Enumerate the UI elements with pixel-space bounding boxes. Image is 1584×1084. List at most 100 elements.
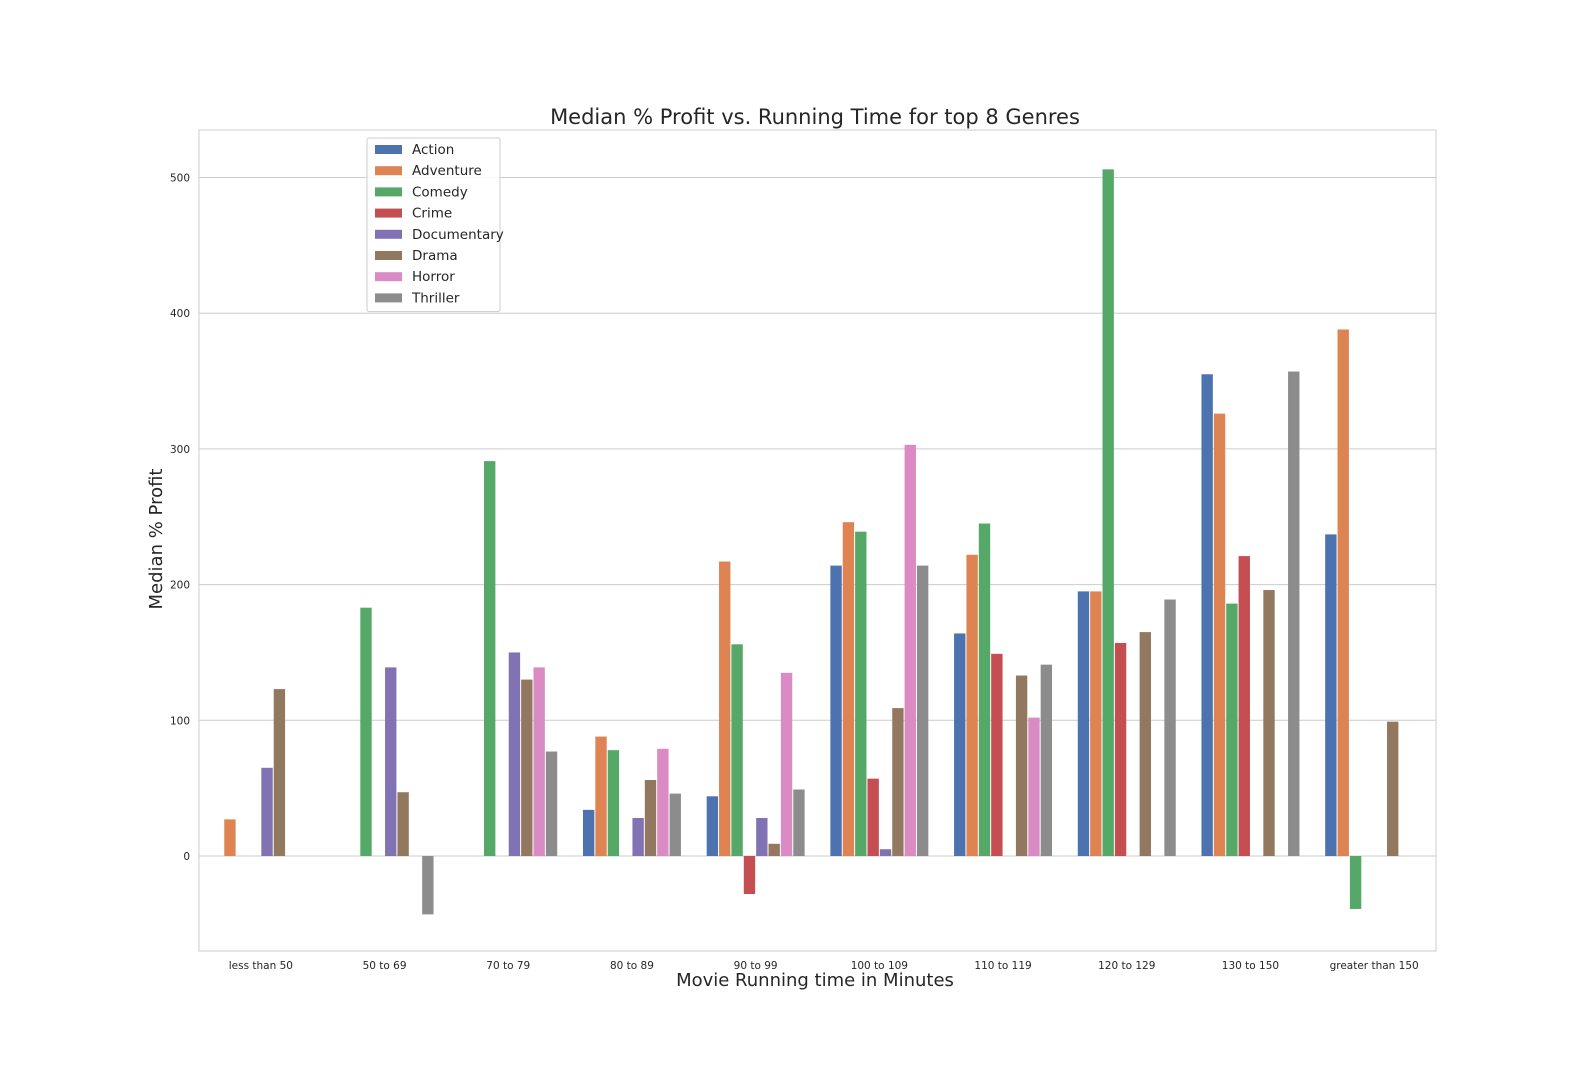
bar-drama-5 bbox=[892, 708, 904, 857]
bar-drama-7 bbox=[1139, 632, 1151, 857]
legend: Action Adventure Comedy Crime Documentary Dra… bbox=[366, 137, 504, 313]
bar-thriller-3 bbox=[669, 793, 681, 857]
bar-drama-9 bbox=[1387, 721, 1399, 857]
y-tick-label: 0 bbox=[183, 851, 190, 863]
bar-thriller-5 bbox=[916, 565, 929, 857]
bar-documentary-1 bbox=[385, 667, 397, 857]
legend-swatch-adventure bbox=[375, 166, 402, 176]
x-tick-label: 70 to 79 bbox=[486, 960, 530, 972]
bar-adventure-5 bbox=[842, 522, 855, 857]
bar-documentary-5 bbox=[879, 849, 892, 857]
bar-action-4 bbox=[706, 796, 719, 857]
legend-label-documentary: Documentary bbox=[412, 227, 504, 243]
legend-label-adventure: Adventure bbox=[412, 163, 482, 179]
bar-crime-7 bbox=[1114, 642, 1127, 857]
legend-label-crime: Crime bbox=[412, 206, 452, 222]
bar-horror-5 bbox=[904, 444, 916, 857]
legend-swatch-documentary bbox=[375, 229, 402, 239]
bar-thriller-4 bbox=[793, 789, 805, 857]
bars bbox=[224, 169, 1399, 915]
bar-thriller-7 bbox=[1164, 599, 1176, 857]
legend-swatch-crime bbox=[375, 208, 402, 218]
bar-adventure-6 bbox=[966, 554, 978, 857]
bar-adventure-0 bbox=[224, 819, 236, 857]
bar-horror-6 bbox=[1028, 717, 1040, 857]
bar-comedy-4 bbox=[731, 644, 743, 857]
bar-comedy-6 bbox=[978, 523, 991, 857]
bar-crime-4 bbox=[743, 856, 756, 895]
x-tick-labels: less than 50 50 to 69 70 to 79 80 to 89 90 t… bbox=[229, 960, 1419, 972]
bar-horror-3 bbox=[657, 748, 669, 857]
bar-comedy-3 bbox=[607, 750, 620, 857]
bar-adventure-3 bbox=[595, 736, 607, 857]
bar-comedy-9 bbox=[1349, 856, 1362, 909]
x-tick-label: 110 to 119 bbox=[974, 960, 1031, 972]
bar-horror-4 bbox=[780, 672, 793, 857]
bar-action-8 bbox=[1201, 374, 1213, 857]
chart-title: Median % Profit vs. Running Time for top… bbox=[550, 105, 1080, 129]
x-tick-label: 50 to 69 bbox=[363, 960, 407, 972]
y-tick-label: 300 bbox=[170, 444, 190, 456]
x-axis-label: Movie Running time in Minutes bbox=[676, 970, 954, 991]
bar-comedy-7 bbox=[1102, 169, 1114, 857]
y-tick-label: 400 bbox=[170, 308, 190, 320]
legend-swatch-horror bbox=[375, 272, 402, 282]
legend-swatch-action bbox=[375, 145, 402, 154]
y-tick-label: 200 bbox=[170, 580, 190, 592]
legend-label-action: Action bbox=[412, 142, 454, 158]
bar-drama-2 bbox=[521, 679, 533, 857]
bar-drama-6 bbox=[1015, 675, 1028, 857]
x-tick-label: 130 to 150 bbox=[1222, 960, 1279, 972]
legend-swatch-comedy bbox=[375, 187, 402, 197]
bar-drama-1 bbox=[397, 792, 409, 857]
bar-documentary-0 bbox=[261, 767, 273, 857]
y-tick-label: 500 bbox=[170, 172, 190, 184]
bar-comedy-2 bbox=[484, 461, 496, 857]
bar-adventure-4 bbox=[719, 561, 731, 857]
bar-drama-8 bbox=[1263, 590, 1275, 857]
bar-action-5 bbox=[830, 565, 842, 857]
plot-frame bbox=[198, 129, 1437, 952]
x-tick-label: 100 to 109 bbox=[851, 960, 908, 972]
x-tick-label: greater than 150 bbox=[1330, 960, 1419, 972]
bar-thriller-8 bbox=[1288, 371, 1300, 857]
y-tick-labels: 0 100 200 300 400 500 bbox=[170, 172, 190, 863]
bar-drama-0 bbox=[273, 689, 286, 857]
bar-comedy-8 bbox=[1226, 603, 1238, 857]
bar-thriller-2 bbox=[545, 751, 558, 857]
x-tick-label: less than 50 bbox=[229, 960, 293, 972]
bar-comedy-5 bbox=[855, 531, 867, 857]
bar-documentary-2 bbox=[508, 652, 521, 857]
bar-crime-5 bbox=[867, 778, 879, 857]
legend-swatch-thriller bbox=[375, 293, 402, 303]
bar-comedy-1 bbox=[360, 607, 372, 857]
x-tick-label: 120 to 129 bbox=[1098, 960, 1155, 972]
legend-frame bbox=[366, 137, 501, 313]
legend-label-drama: Drama bbox=[412, 248, 458, 264]
y-axis-label: Median % Profit bbox=[146, 469, 167, 610]
bar-documentary-4 bbox=[756, 818, 768, 857]
y-tick-label: 100 bbox=[170, 715, 190, 727]
bar-drama-3 bbox=[644, 780, 657, 857]
bar-action-6 bbox=[954, 633, 966, 857]
bar-thriller-6 bbox=[1040, 664, 1053, 857]
bar-documentary-3 bbox=[632, 818, 644, 857]
bar-adventure-8 bbox=[1213, 413, 1226, 857]
bar-action-7 bbox=[1077, 591, 1090, 857]
legend-label-comedy: Comedy bbox=[412, 184, 468, 200]
bar-crime-6 bbox=[991, 653, 1003, 857]
bar-adventure-9 bbox=[1337, 329, 1349, 857]
bar-horror-2 bbox=[533, 667, 545, 857]
bar-drama-4 bbox=[768, 843, 780, 857]
legend-swatch-drama bbox=[375, 251, 402, 260]
bar-thriller-1 bbox=[422, 856, 434, 915]
bar-adventure-7 bbox=[1090, 591, 1102, 857]
x-tick-label: 80 to 89 bbox=[610, 960, 654, 972]
bar-action-9 bbox=[1325, 534, 1337, 857]
bar-action-3 bbox=[582, 809, 595, 857]
legend-label-thriller: Thriller bbox=[411, 290, 460, 306]
legend-label-horror: Horror bbox=[412, 269, 455, 285]
bar-crime-8 bbox=[1238, 556, 1250, 857]
